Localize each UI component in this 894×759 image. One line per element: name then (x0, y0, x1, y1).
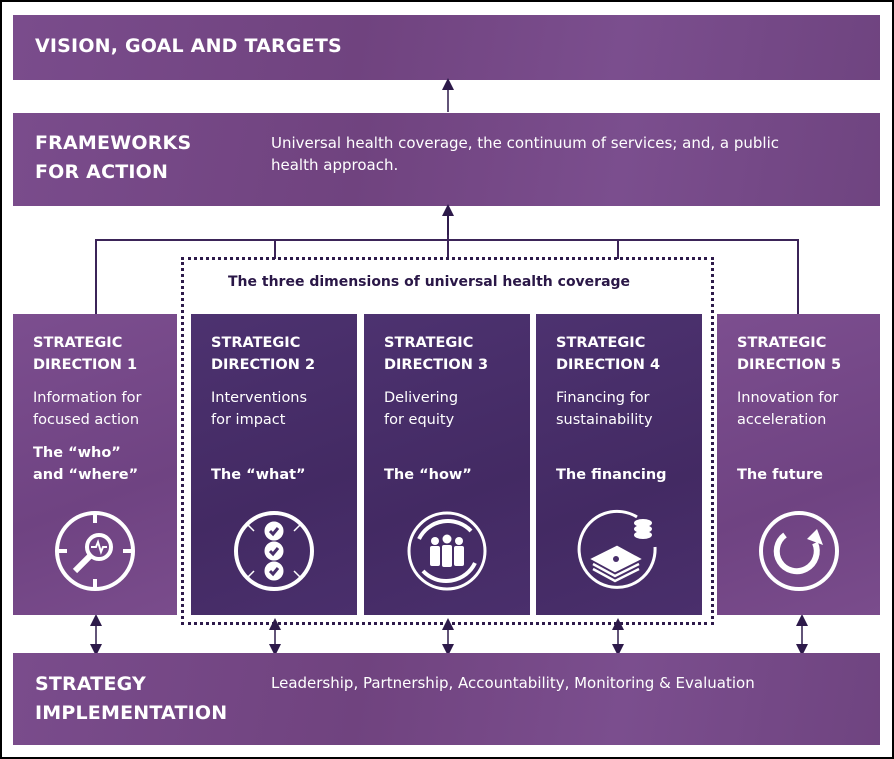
vision-title: VISION, GOAL AND TARGETS (35, 35, 342, 57)
tag-line: The financing (556, 467, 667, 483)
checklist-icon (234, 511, 314, 591)
tag-line: The “what” (211, 467, 306, 483)
implementation-title-2: IMPLEMENTATION (35, 702, 228, 724)
dimensions-label: The three dimensions of universal health… (228, 274, 631, 290)
heading-line: STRATEGIC (211, 335, 301, 351)
frameworks-title-1: FRAMEWORKS (35, 132, 192, 154)
heading-line: STRATEGIC (33, 335, 123, 351)
direction-heading: STRATEGIC DIRECTION 5 (737, 332, 841, 376)
tag-line: The “who” (33, 445, 121, 461)
connector (95, 239, 799, 241)
implementation-description: Leadership, Partnership, Accountability,… (271, 674, 755, 692)
heading-line: DIRECTION 1 (33, 357, 138, 373)
direction-tag: The future (737, 464, 823, 486)
tag-line: The future (737, 467, 823, 483)
subtitle-line: Interventions (211, 390, 308, 406)
subtitle-line: Information for (33, 390, 142, 406)
direction-tag: The “who” and “where” (33, 442, 138, 486)
direction-tag: The financing (556, 464, 667, 486)
direction-tag: The “how” (384, 464, 472, 486)
implementation-bar: STRATEGY IMPLEMENTATION Leadership, Part… (13, 653, 880, 745)
heading-line: STRATEGIC (737, 335, 827, 351)
subtitle-line: Delivering (384, 390, 459, 406)
direction-heading: STRATEGIC DIRECTION 4 (556, 332, 660, 376)
money-stack-icon (577, 509, 657, 589)
subtitle-line: Financing for (556, 390, 650, 406)
direction-subtitle: Interventions for impact (211, 387, 307, 431)
vision-bar: VISION, GOAL AND TARGETS (13, 15, 880, 80)
subtitle-line: focused action (33, 412, 140, 428)
heading-line: STRATEGIC (384, 335, 474, 351)
people-cycle-icon (407, 511, 487, 591)
heading-line: DIRECTION 5 (737, 357, 842, 373)
subtitle-line: acceleration (737, 412, 827, 428)
frameworks-title-2: FOR ACTION (35, 161, 169, 183)
direction-heading: STRATEGIC DIRECTION 1 (33, 332, 137, 376)
strategic-direction-3: STRATEGIC DIRECTION 3 Delivering for equit… (364, 314, 530, 615)
direction-heading: STRATEGIC DIRECTION 2 (211, 332, 315, 376)
connector (797, 239, 799, 314)
circular-arrow-icon (758, 511, 839, 591)
direction-subtitle: Delivering for equity (384, 387, 458, 431)
frameworks-description: Universal health coverage, the continuum… (271, 134, 780, 174)
frameworks-bar: FRAMEWORKS FOR ACTION Universal health c… (13, 113, 880, 206)
direction-subtitle: Innovation for acceleration (737, 387, 838, 431)
tag-line: The “how” (384, 467, 472, 483)
magnifier-target-icon (55, 511, 135, 591)
heading-line: STRATEGIC (556, 335, 646, 351)
subtitle-line: sustainability (556, 412, 653, 428)
direction-subtitle: Information for focused action (33, 387, 141, 431)
subtitle-line: for equity (384, 412, 455, 428)
subtitle-line: Innovation for (737, 390, 839, 406)
heading-line: DIRECTION 4 (556, 357, 661, 373)
connector (95, 239, 97, 314)
connector (617, 239, 619, 259)
heading-line: DIRECTION 3 (384, 357, 489, 373)
direction-subtitle: Financing for sustainability (556, 387, 653, 431)
heading-line: DIRECTION 2 (211, 357, 316, 373)
connector (274, 239, 276, 259)
strategic-direction-1: STRATEGIC DIRECTION 1 Information for focu… (13, 314, 177, 615)
strategic-direction-2: STRATEGIC DIRECTION 2 Interventions for im… (191, 314, 357, 615)
direction-heading: STRATEGIC DIRECTION 3 (384, 332, 488, 376)
strategic-direction-4: STRATEGIC DIRECTION 4 Financing for sustai… (536, 314, 702, 615)
subtitle-line: for impact (211, 412, 286, 428)
strategic-direction-5: STRATEGIC DIRECTION 5 Innovation for accel… (717, 314, 880, 615)
direction-tag: The “what” (211, 464, 306, 486)
implementation-title-1: STRATEGY (35, 673, 146, 695)
tag-line: and “where” (33, 467, 139, 483)
